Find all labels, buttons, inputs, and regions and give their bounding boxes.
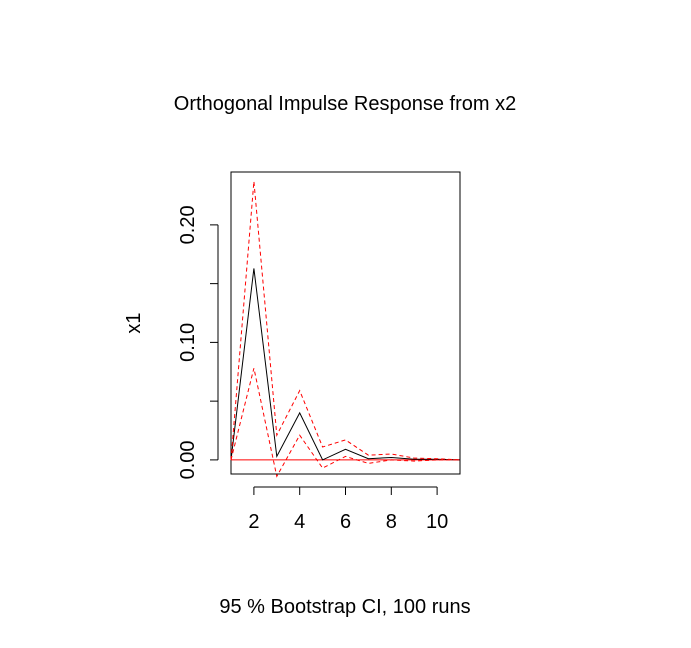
upper-ci-line — [230, 181, 461, 461]
x-tick-label: 4 — [294, 511, 305, 533]
chart-title: Orthogonal Impulse Response from x2 — [174, 93, 516, 115]
x-tick-label: 6 — [340, 511, 351, 533]
x-tick-label: 2 — [248, 511, 259, 533]
y-axis: 0.00 0.10 0.20 — [177, 205, 219, 479]
x-axis: 2 4 6 8 10 — [248, 486, 448, 533]
series-layer — [230, 181, 461, 478]
y-axis-label: x1 — [123, 312, 145, 333]
response-line — [230, 268, 461, 461]
x-tick-label: 10 — [426, 511, 448, 533]
y-tick-label: 0.00 — [177, 440, 199, 479]
x-tick-label: 8 — [386, 511, 397, 533]
y-tick-label: 0.10 — [177, 323, 199, 362]
y-tick-label: 0.20 — [177, 205, 199, 244]
footer-caption: 95 % Bootstrap CI, 100 runs — [219, 596, 470, 618]
lower-ci-line — [230, 368, 460, 478]
plot-frame — [230, 171, 461, 475]
